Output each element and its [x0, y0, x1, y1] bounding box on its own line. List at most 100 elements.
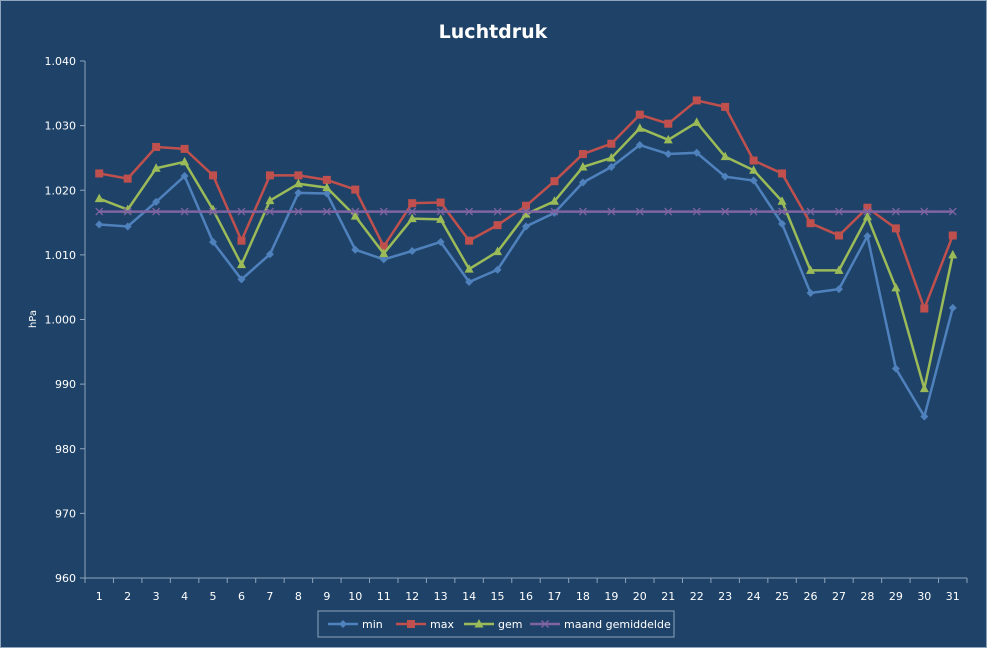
x-marker-stroke: [522, 207, 530, 216]
data-point-min: [664, 150, 673, 159]
series-min: [95, 141, 957, 421]
data-point-gem: [549, 196, 559, 205]
data-point-min: [180, 172, 189, 181]
data-point-maand-gemiddelde: [920, 207, 929, 216]
data-point-max: [778, 169, 787, 178]
x-marker-stroke: [948, 207, 957, 216]
data-point-min: [607, 162, 616, 171]
data-point-max: [607, 139, 616, 148]
x-tick-label: 11: [377, 590, 391, 603]
x-marker-stroke: [351, 207, 360, 216]
x-tick-label: 28: [860, 590, 874, 603]
data-point-max: [322, 175, 331, 184]
data-point-gem: [720, 151, 730, 161]
data-point-gem: [635, 123, 645, 132]
x-marker-stroke: [265, 207, 274, 216]
data-point-max: [237, 236, 246, 245]
series-gem: [94, 117, 958, 393]
data-point-max: [123, 174, 132, 183]
data-point-min: [778, 219, 787, 228]
data-point-max: [265, 171, 274, 180]
data-point-gem: [322, 182, 332, 192]
data-point-min: [95, 220, 104, 229]
legend-marker-maand-gemiddelde: [541, 620, 549, 628]
x-tick-label: 31: [946, 590, 960, 603]
data-point-min: [522, 222, 530, 231]
x-marker-stroke: [209, 207, 217, 216]
data-point-max: [436, 198, 445, 207]
data-point-maand-gemiddelde: [635, 207, 644, 216]
x-tick-label: 6: [238, 590, 245, 603]
data-point-maand-gemiddelde: [152, 207, 161, 216]
data-point-gem: [293, 178, 303, 188]
data-point-min: [863, 232, 872, 241]
x-tick-label: 9: [323, 590, 330, 603]
legend-label-gem: gem: [498, 618, 522, 631]
data-point-min: [123, 222, 132, 231]
data-point-maand-gemiddelde: [891, 207, 900, 216]
data-point-min: [265, 250, 274, 259]
data-point-gem: [436, 214, 446, 223]
data-point-min: [465, 278, 474, 287]
data-point-maand-gemiddelde: [294, 207, 303, 216]
data-point-gem: [578, 161, 588, 171]
x-marker-stroke: [180, 207, 189, 216]
x-marker-stroke: [550, 207, 559, 216]
legend: min max gem maand gemiddelde: [317, 610, 675, 638]
data-point-gem: [606, 152, 616, 162]
chart-title: Luchtdruk: [439, 21, 548, 43]
series-line-min: [99, 143, 954, 418]
data-point-maand-gemiddelde: [749, 207, 758, 216]
x-tick-label: 17: [547, 590, 561, 603]
data-point-maand-gemiddelde: [237, 207, 246, 216]
y-tick-label: 1.020: [45, 184, 77, 197]
data-point-min: [152, 197, 161, 206]
data-point-min: [294, 188, 303, 197]
x-marker-stroke: [493, 207, 502, 216]
data-point-min: [891, 364, 900, 373]
x-marker-stroke: [578, 207, 587, 216]
x-tick-label: 16: [519, 590, 533, 603]
data-point-max: [379, 242, 388, 251]
x-tick-label: 10: [348, 590, 362, 603]
data-point-maand-gemiddelde: [379, 207, 388, 216]
data-point-maand-gemiddelde: [322, 207, 331, 216]
x-marker-stroke: [152, 207, 161, 216]
x-tick-label: 23: [718, 590, 732, 603]
x-marker-stroke: [664, 207, 673, 216]
data-point-min: [322, 189, 331, 198]
x-marker-stroke: [294, 207, 303, 216]
y-tick-label: 1.030: [45, 120, 77, 133]
data-point-min: [692, 148, 701, 157]
data-point-max: [351, 185, 360, 194]
x-tick-label: 18: [576, 590, 590, 603]
x-marker-stroke: [322, 207, 331, 216]
x-tick-label: 14: [462, 590, 476, 603]
x-tick-label: 12: [405, 590, 419, 603]
x-marker-stroke: [408, 207, 417, 216]
x-marker-stroke: [465, 207, 474, 216]
x-tick-label: 13: [434, 590, 448, 603]
data-point-gem: [749, 165, 759, 174]
data-point-min: [493, 265, 502, 274]
x-tick-label: 24: [747, 590, 761, 603]
x-tick-label: 19: [604, 590, 618, 603]
data-point-maand-gemiddelde: [607, 207, 616, 216]
data-point-maand-gemiddelde: [578, 207, 587, 216]
x-marker-stroke: [436, 207, 445, 216]
data-point-max: [550, 177, 559, 186]
data-point-gem: [521, 209, 531, 218]
data-point-gem: [834, 265, 844, 274]
data-point-maand-gemiddelde: [522, 207, 530, 216]
data-point-maand-gemiddelde: [209, 207, 217, 216]
data-point-min: [834, 285, 843, 294]
x-tick-label: 1: [96, 590, 103, 603]
y-tick-label: 970: [55, 507, 76, 520]
data-point-maand-gemiddelde: [550, 207, 559, 216]
series-line-gem: [98, 121, 954, 390]
data-point-max: [152, 142, 161, 151]
data-point-maand-gemiddelde: [692, 207, 701, 216]
data-point-gem: [862, 211, 872, 221]
data-point-max: [806, 219, 815, 228]
